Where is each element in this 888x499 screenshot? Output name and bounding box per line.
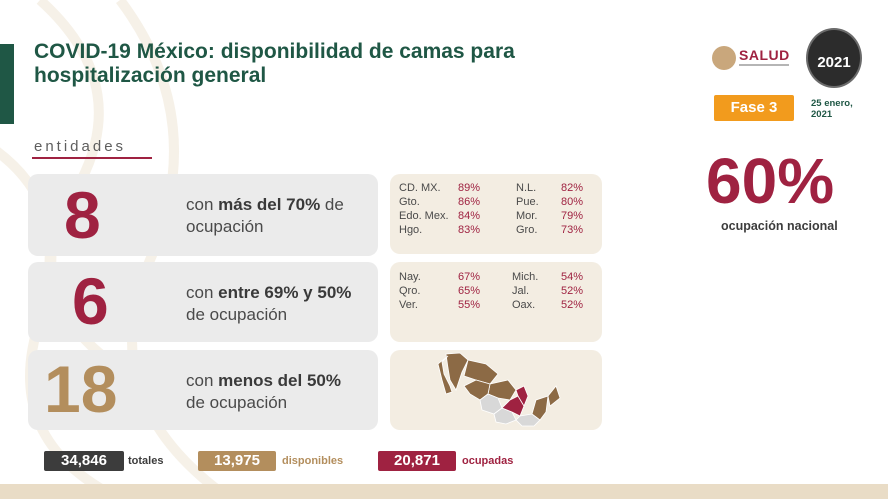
row-text-line2: de ocupación [186, 305, 288, 324]
salud-logo-subline [739, 64, 789, 66]
available-beds-label: disponibles [282, 455, 344, 467]
state-pct: 80% [561, 196, 584, 208]
state-name: Gto. [399, 196, 420, 208]
total-beds-value: 34,846 [44, 451, 124, 471]
available-beds-value: 13,975 [198, 451, 276, 471]
row-text-bold: menos del 50% [218, 371, 341, 390]
state-pct: 83% [458, 224, 481, 236]
row-under-50: 18 con menos del 50% de ocupación [28, 350, 378, 430]
mexico-map [437, 352, 561, 427]
row-count: 6 [72, 264, 109, 338]
title-line-1: COVID-19 México: disponibilidad de camas… [34, 40, 515, 63]
state-pct: 52% [561, 299, 584, 311]
state-name: Jal. [512, 285, 530, 297]
row-text-pre: con [186, 195, 219, 214]
state-name: Hgo. [399, 224, 423, 236]
state-pct: 84% [458, 210, 481, 222]
state-name: Mich. [512, 271, 539, 283]
eagle-emblem-icon [712, 46, 736, 70]
state-pct: 89% [458, 182, 481, 194]
row-69-to-50: 6 con entre 69% y 50% de ocupación [28, 262, 378, 342]
row-description: con menos del 50% de ocupación [186, 370, 341, 414]
state-name: CD. MX. [399, 182, 441, 194]
total-beds-label: totales [128, 455, 164, 467]
state-pct: 65% [458, 285, 481, 297]
state-name: N.L. [516, 182, 537, 194]
report-date: 25 enero, 2021 [811, 98, 871, 120]
footer-strip [0, 484, 888, 499]
row-description: con entre 69% y 50% de ocupación [186, 282, 351, 326]
page-title: COVID-19 México: disponibilidad de camas… [34, 40, 594, 88]
salud-logo-text: SALUD [739, 47, 790, 63]
salud-logo: SALUD [712, 44, 792, 74]
states-over-70: CD. MX. 89% Gto. 86% Edo. Mex. 84% Hgo. … [390, 174, 602, 254]
mexico-map-panel [390, 350, 602, 430]
state-pct: 54% [561, 271, 584, 283]
date-line-1: 25 enero, [811, 98, 853, 109]
state-pct: 79% [561, 210, 584, 222]
phase-badge: Fase 3 [714, 95, 794, 121]
state-name: Ver. [399, 299, 418, 311]
occupied-beds-label: ocupadas [462, 455, 514, 467]
state-name: Edo. Mex. [399, 210, 449, 222]
date-line-2: 2021 [811, 109, 833, 120]
state-name: Gro. [516, 224, 538, 236]
state-pct: 55% [458, 299, 481, 311]
row-description: con más del 70% de ocupación [186, 194, 344, 238]
state-pct: 82% [561, 182, 584, 194]
state-pct: 52% [561, 285, 584, 297]
row-text-bold: más del 70% [218, 195, 321, 214]
section-underline [32, 157, 152, 159]
row-count: 8 [64, 178, 101, 252]
state-pct: 86% [458, 196, 481, 208]
row-text-pre: con [186, 371, 219, 390]
states-69-to-50: Nay. 67% Qro. 65% Ver. 55% Mich. 54% Jal… [390, 262, 602, 342]
state-name: Mor. [516, 210, 538, 222]
state-name: Pue. [516, 196, 539, 208]
independence-year-seal: 2021 [806, 28, 862, 88]
row-count: 18 [44, 352, 118, 426]
state-pct: 73% [561, 224, 584, 236]
row-text-line2: ocupación [186, 217, 264, 236]
seal-year: 2021 [817, 54, 851, 71]
row-text-line2: de ocupación [186, 393, 288, 412]
occupied-beds-value: 20,871 [378, 451, 456, 471]
section-label: entidades [34, 138, 127, 155]
title-accent-bar [0, 44, 14, 124]
national-occupancy-value: 60% [706, 145, 835, 217]
row-over-70: 8 con más del 70% de ocupación [28, 174, 378, 256]
title-line-2: hospitalización general [34, 64, 267, 87]
national-occupancy-label: ocupación nacional [721, 219, 838, 233]
row-text-pre: con [186, 283, 219, 302]
state-name: Nay. [399, 271, 421, 283]
row-text-bold: entre 69% y 50% [218, 283, 352, 302]
state-name: Qro. [399, 285, 421, 297]
row-text-post: de [320, 195, 344, 214]
state-pct: 67% [458, 271, 481, 283]
state-name: Oax. [512, 299, 536, 311]
